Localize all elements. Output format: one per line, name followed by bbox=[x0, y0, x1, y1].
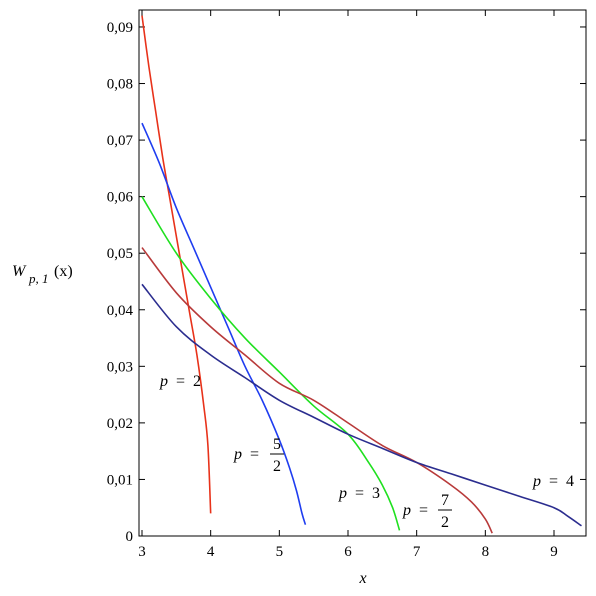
curve-label-p4-value: 4 bbox=[566, 473, 574, 490]
svg-text:p = 2: p = 2 bbox=[159, 373, 201, 390]
curve-label-p4-eq: = bbox=[549, 473, 558, 490]
y-tick-label: 0,07 bbox=[107, 133, 134, 149]
x-tick-label: 9 bbox=[550, 544, 558, 560]
y-tick-label: 0,01 bbox=[107, 472, 133, 488]
svg-text:p = 4: p = 4 bbox=[532, 473, 574, 490]
curve-label-p4: p = 4 bbox=[532, 473, 574, 490]
curve-p4 bbox=[141, 283, 582, 527]
y-axis-title-argument: (x) bbox=[54, 263, 73, 280]
x-tick-label: 3 bbox=[138, 544, 146, 560]
svg-text:p =: p = bbox=[402, 502, 428, 519]
curve-label-p4-var: p bbox=[532, 473, 541, 490]
x-tick-label: 4 bbox=[207, 544, 215, 560]
curve-label-p7-2-denominator: 2 bbox=[441, 514, 449, 531]
y-axis-title-main: W bbox=[12, 263, 27, 280]
x-axis-title: x bbox=[358, 570, 366, 587]
y-tick-label: 0,04 bbox=[107, 303, 134, 319]
curve-label-p7-2: p = 7 2 bbox=[402, 492, 452, 531]
y-tick-label: 0,09 bbox=[107, 20, 133, 36]
x-tick-label: 8 bbox=[482, 544, 490, 560]
curve-label-p2-eq: = bbox=[176, 373, 185, 390]
y-axis-title: W p, 1 (x) bbox=[12, 263, 73, 286]
y-tick-label: 0,08 bbox=[107, 77, 133, 93]
curve-label-p3-eq: = bbox=[355, 485, 364, 502]
curve-label-p3-value: 3 bbox=[372, 485, 380, 502]
curve-label-p2: p = 2 bbox=[159, 373, 201, 390]
x-tick-label: 6 bbox=[344, 544, 352, 560]
y-tick-label: 0,03 bbox=[107, 359, 133, 375]
svg-text:p = 3: p = 3 bbox=[338, 485, 380, 502]
y-tick-label: 0,05 bbox=[107, 246, 133, 262]
curve-label-p5-2: p = 5 2 bbox=[233, 436, 284, 475]
x-tick-label: 7 bbox=[413, 544, 421, 560]
curve-p7-2 bbox=[141, 247, 493, 534]
curve-label-p3-var: p bbox=[338, 485, 347, 502]
svg-text:p =: p = bbox=[233, 446, 259, 463]
x-axis-ticks: 3 4 5 6 7 8 9 bbox=[138, 10, 558, 560]
y-tick-label: 0,06 bbox=[107, 190, 134, 206]
y-tick-label: 0 bbox=[126, 529, 134, 545]
curve-label-p7-2-var: p bbox=[402, 502, 411, 519]
y-tick-label: 0,02 bbox=[107, 416, 133, 432]
curve-label-p5-2-denominator: 2 bbox=[273, 458, 281, 475]
curve-p5-2 bbox=[141, 122, 307, 525]
curve-p3 bbox=[141, 196, 401, 531]
curve-label-p7-2-numerator: 7 bbox=[441, 492, 449, 509]
curve-label-p3: p = 3 bbox=[338, 485, 380, 502]
x-tick-label: 5 bbox=[276, 544, 284, 560]
curves bbox=[141, 15, 582, 534]
y-axis-title-subscript: p, 1 bbox=[28, 271, 49, 286]
curve-label-p5-2-var: p bbox=[233, 446, 242, 463]
curve-label-p2-var: p bbox=[159, 373, 168, 390]
curve-label-p5-2-numerator: 5 bbox=[273, 436, 281, 453]
curve-label-p5-2-eq: = bbox=[250, 446, 259, 463]
plot-frame bbox=[138, 9, 587, 537]
y-axis-ticks: 0 0,01 0,02 0,03 0,04 0,05 0,06 0,07 0,08 0,09 bbox=[107, 20, 586, 545]
curve-label-p7-2-eq: = bbox=[419, 502, 428, 519]
curve-label-p2-value: 2 bbox=[193, 373, 201, 390]
